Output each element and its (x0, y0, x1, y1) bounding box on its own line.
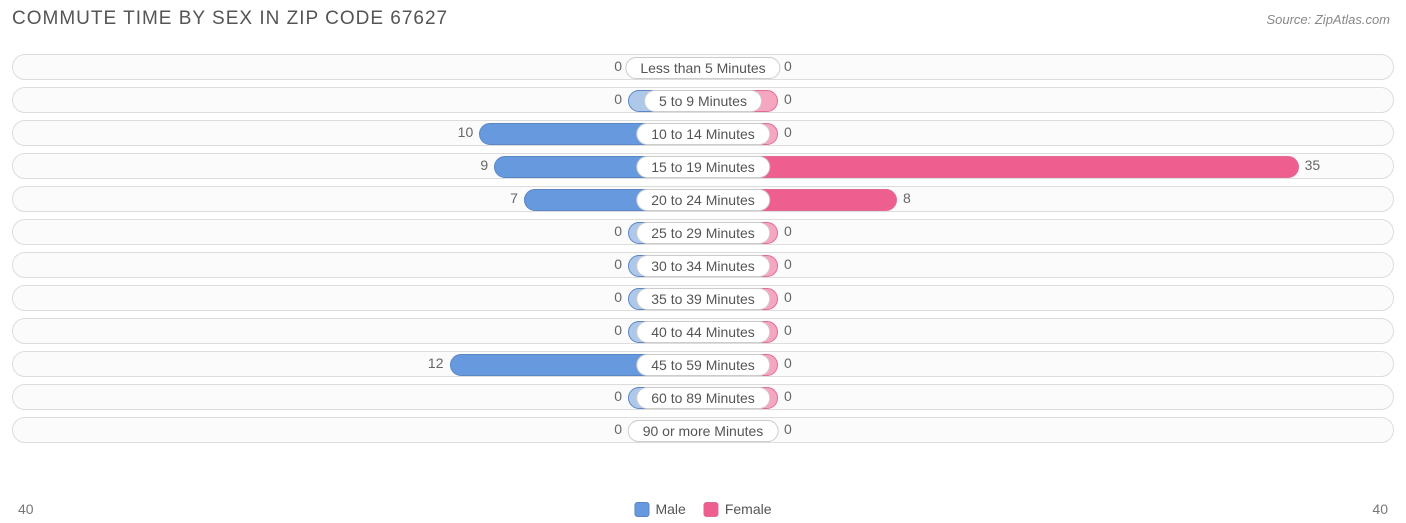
value-label-female: 0 (784, 256, 792, 272)
bar-row: 12 0 45 to 59 Minutes (12, 351, 1394, 377)
bar-row: 0 0 35 to 39 Minutes (12, 285, 1394, 311)
category-pill: Less than 5 Minutes (625, 57, 780, 79)
value-label-male: 0 (614, 322, 622, 338)
value-label-female: 0 (784, 124, 792, 140)
chart-footer: 40 Male Female 40 (12, 495, 1394, 517)
value-label-male: 12 (428, 355, 444, 371)
category-pill: 35 to 39 Minutes (636, 288, 770, 310)
value-label-male: 0 (614, 388, 622, 404)
value-label-female: 0 (784, 289, 792, 305)
bar-row: 0 0 25 to 29 Minutes (12, 219, 1394, 245)
category-pill: 15 to 19 Minutes (636, 156, 770, 178)
value-label-male: 0 (614, 223, 622, 239)
value-label-female: 0 (784, 421, 792, 437)
legend-swatch-female (704, 502, 719, 517)
bar-row: 0 0 60 to 89 Minutes (12, 384, 1394, 410)
legend-item-female: Female (704, 501, 772, 517)
value-label-male: 0 (614, 289, 622, 305)
category-pill: 20 to 24 Minutes (636, 189, 770, 211)
category-pill: 90 or more Minutes (628, 420, 779, 442)
bar-row: 0 0 30 to 34 Minutes (12, 252, 1394, 278)
value-label-female: 8 (903, 190, 911, 206)
chart-container: COMMUTE TIME BY SEX IN ZIP CODE 67627 So… (0, 0, 1406, 523)
value-label-female: 35 (1305, 157, 1321, 173)
value-label-male: 7 (510, 190, 518, 206)
value-label-female: 0 (784, 322, 792, 338)
value-label-female: 0 (784, 91, 792, 107)
bar-row: 10 0 10 to 14 Minutes (12, 120, 1394, 146)
category-pill: 60 to 89 Minutes (636, 387, 770, 409)
category-pill: 25 to 29 Minutes (636, 222, 770, 244)
legend-item-male: Male (634, 501, 685, 517)
category-pill: 45 to 59 Minutes (636, 354, 770, 376)
bar-row: 0 0 90 or more Minutes (12, 417, 1394, 443)
chart-source: Source: ZipAtlas.com (1266, 12, 1390, 27)
bar-row: 9 35 15 to 19 Minutes (12, 153, 1394, 179)
value-label-female: 0 (784, 58, 792, 74)
axis-max-left: 40 (18, 501, 34, 517)
legend-label-female: Female (725, 501, 772, 517)
value-label-male: 0 (614, 421, 622, 437)
legend-label-male: Male (655, 501, 685, 517)
value-label-male: 0 (614, 91, 622, 107)
value-label-female: 0 (784, 223, 792, 239)
bar-row: 0 0 5 to 9 Minutes (12, 87, 1394, 113)
category-pill: 40 to 44 Minutes (636, 321, 770, 343)
chart-rows-area: 00Less than 5 Minutes005 to 9 Minutes100… (12, 54, 1394, 491)
bar-row: 0 0Less than 5 Minutes (12, 54, 1394, 80)
category-pill: 10 to 14 Minutes (636, 123, 770, 145)
bar-female (703, 156, 1299, 178)
value-label-male: 9 (480, 157, 488, 173)
legend-swatch-male (634, 502, 649, 517)
value-label-female: 0 (784, 388, 792, 404)
bar-row: 7 8 20 to 24 Minutes (12, 186, 1394, 212)
value-label-male: 10 (458, 124, 474, 140)
bar-row: 0 0 40 to 44 Minutes (12, 318, 1394, 344)
value-label-female: 0 (784, 355, 792, 371)
category-pill: 5 to 9 Minutes (644, 90, 762, 112)
category-pill: 30 to 34 Minutes (636, 255, 770, 277)
value-label-male: 0 (614, 256, 622, 272)
axis-max-right: 40 (1372, 501, 1388, 517)
value-label-male: 0 (614, 58, 622, 74)
legend: Male Female (634, 501, 771, 517)
chart-title: COMMUTE TIME BY SEX IN ZIP CODE 67627 (12, 8, 448, 30)
